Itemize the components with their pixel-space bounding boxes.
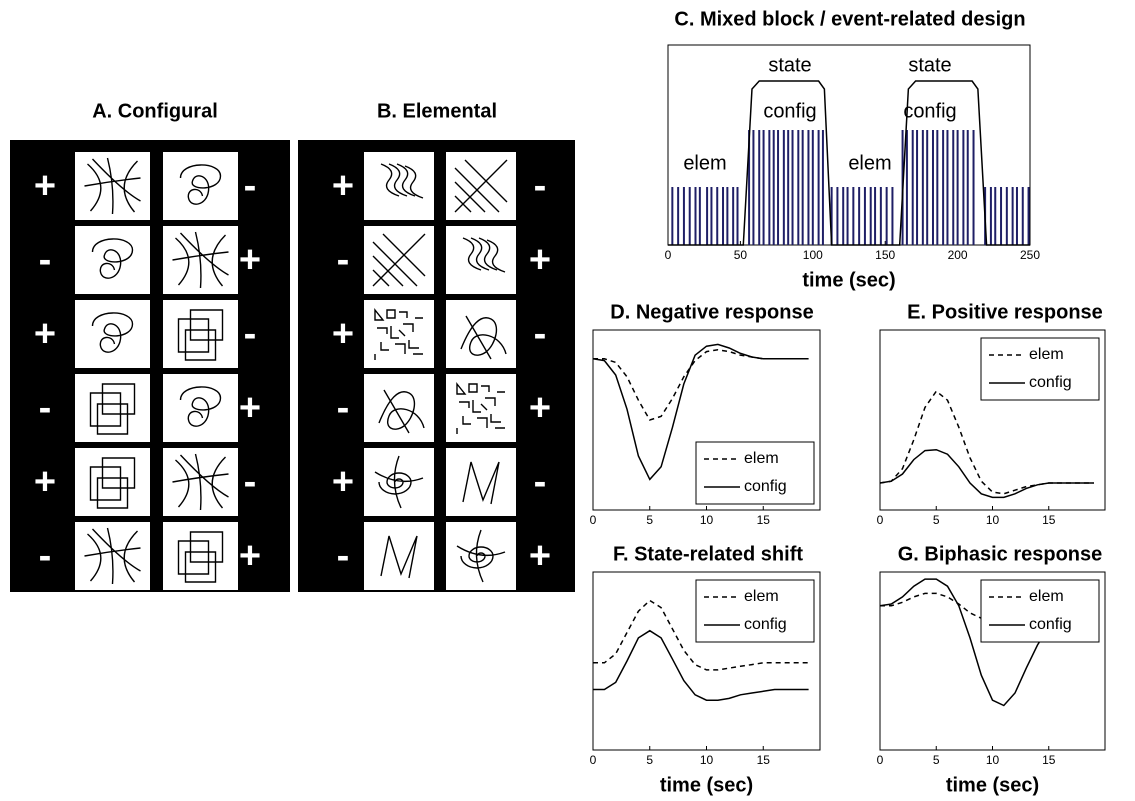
stimulus-image <box>163 374 238 442</box>
sign-label: - <box>39 239 52 281</box>
chart-title: F. State-related shift <box>613 543 803 565</box>
legend-label: elem <box>744 588 779 605</box>
x-tick-label: 0 <box>665 248 672 262</box>
sign-label: + <box>239 387 261 429</box>
stimulus-image <box>364 448 434 516</box>
figure: A. Configural + - - + + - - + + - - + B. Elemental + - -… <box>0 0 1135 801</box>
panel-title: A. Configural <box>92 100 218 122</box>
x-tick-label: 150 <box>875 248 895 262</box>
legend-label: config <box>744 478 787 495</box>
legend-label: config <box>1029 374 1072 391</box>
x-axis-label: time (sec) <box>802 269 895 291</box>
stimulus-image <box>446 448 516 516</box>
x-tick-label: 5 <box>646 513 653 527</box>
x-tick-label: 10 <box>986 513 1000 527</box>
sign-label: + <box>34 461 56 503</box>
sign-label: - <box>337 239 350 281</box>
x-tick-label: 5 <box>646 753 653 767</box>
legend-label: elem <box>1029 346 1064 363</box>
x-tick-label: 100 <box>803 248 823 262</box>
x-tick-label: 10 <box>700 513 714 527</box>
chart-title: D. Negative response <box>610 301 813 323</box>
sign-label: + <box>529 387 551 429</box>
stimulus-image <box>364 152 434 220</box>
x-tick-label: 0 <box>590 753 597 767</box>
x-tick-label: 10 <box>700 753 714 767</box>
sign-label: + <box>529 239 551 281</box>
stimulus-image <box>163 152 238 220</box>
x-tick-label: 5 <box>933 753 940 767</box>
sign-label: - <box>534 313 547 355</box>
stimulus-image <box>446 522 516 590</box>
x-tick-label: 0 <box>877 513 884 527</box>
x-tick-label: 5 <box>933 513 940 527</box>
sign-label: - <box>39 387 52 429</box>
chart-title: G. Biphasic response <box>898 543 1103 565</box>
x-tick-label: 15 <box>757 513 771 527</box>
sign-label: + <box>34 165 56 207</box>
legend-label: config <box>1029 616 1072 633</box>
series-annotation: config <box>763 100 816 122</box>
page: {"panels": [ {"title": "A. Configural", … <box>0 0 1135 801</box>
x-tick-label: 15 <box>1042 753 1056 767</box>
legend-label: elem <box>1029 588 1064 605</box>
chart-title: E. Positive response <box>907 301 1103 323</box>
sign-label: - <box>534 165 547 207</box>
sign-label: + <box>239 239 261 281</box>
stimulus-image <box>364 522 434 590</box>
x-tick-label: 15 <box>757 753 771 767</box>
sign-label: + <box>332 313 354 355</box>
x-tick-label: 10 <box>986 753 1000 767</box>
chart-title: C. Mixed block / event-related design <box>674 8 1025 30</box>
sign-label: + <box>239 535 261 577</box>
sign-label: + <box>332 461 354 503</box>
stimulus-image <box>446 226 516 294</box>
x-axis-label: time (sec) <box>660 774 753 796</box>
sign-label: - <box>337 535 350 577</box>
sign-label: - <box>244 165 257 207</box>
x-tick-label: 200 <box>948 248 968 262</box>
sign-label: + <box>332 165 354 207</box>
series-annotation: state <box>908 54 951 76</box>
x-tick-label: 0 <box>590 513 597 527</box>
stimulus-image <box>364 374 434 442</box>
sign-label: + <box>529 535 551 577</box>
sign-label: - <box>534 461 547 503</box>
sign-label: + <box>34 313 56 355</box>
stimulus-image <box>446 300 516 368</box>
x-tick-label: 15 <box>1042 513 1056 527</box>
series-annotation: state <box>768 54 811 76</box>
legend-label: config <box>744 616 787 633</box>
sign-label: - <box>244 313 257 355</box>
series-annotation: elem <box>848 152 891 174</box>
stimulus-image <box>75 226 150 294</box>
legend-label: elem <box>744 450 779 467</box>
x-tick-label: 0 <box>877 753 884 767</box>
sign-label: - <box>337 387 350 429</box>
x-axis-label: time (sec) <box>946 774 1039 796</box>
stimulus-image <box>75 300 150 368</box>
sign-label: - <box>39 535 52 577</box>
x-tick-label: 50 <box>734 248 748 262</box>
sign-label: - <box>244 461 257 503</box>
panel-title: B. Elemental <box>377 100 497 122</box>
x-tick-label: 250 <box>1020 248 1040 262</box>
panel-b-background <box>298 140 575 592</box>
series-annotation: elem <box>683 152 726 174</box>
series-annotation: config <box>903 100 956 122</box>
